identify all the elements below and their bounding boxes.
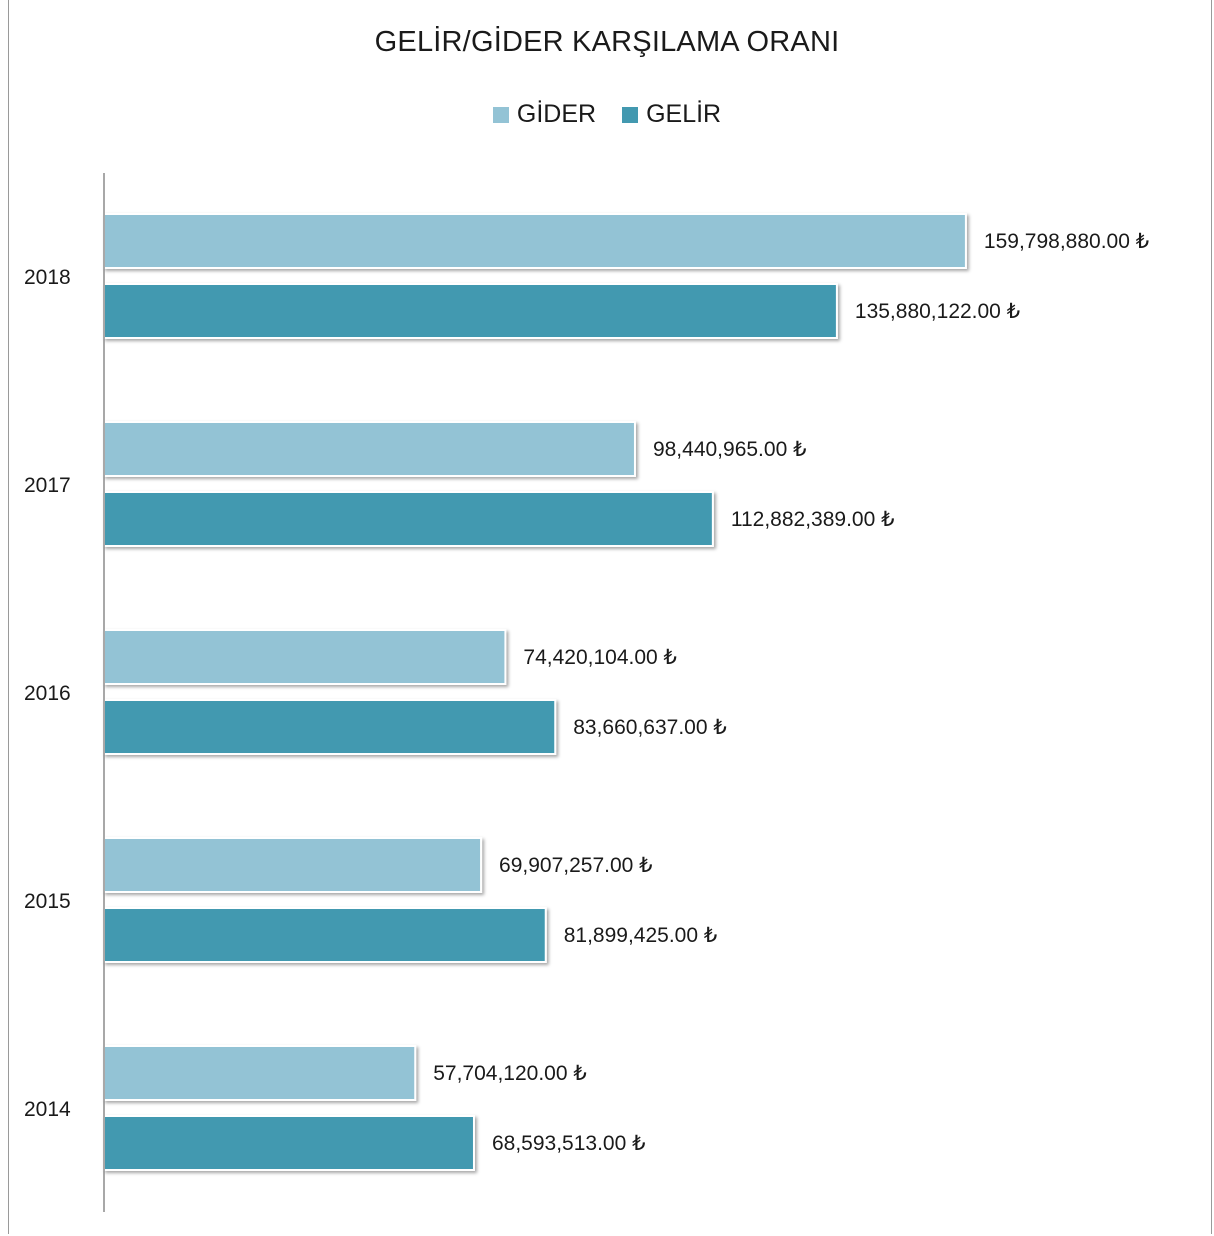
data-label-gelir-2017: 112,882,389.00 ₺ (731, 508, 895, 531)
bar-gider-2015 (103, 837, 483, 893)
bar-gider-2017 (103, 421, 636, 477)
legend-item-gelir: GELİR (622, 100, 721, 129)
bar-gider-2016 (103, 629, 507, 685)
data-label-gelir-2014: 68,593,513.00 ₺ (492, 1132, 646, 1155)
legend-label-gelir: GELİR (646, 100, 722, 128)
bar-gider-2018 (103, 213, 967, 269)
bar-gelir-2017 (103, 491, 714, 547)
category-label-2017: 2017 (24, 474, 71, 497)
data-label-gider-2018: 159,798,880.00 ₺ (984, 230, 1149, 253)
data-label-gider-2014: 57,704,120.00 ₺ (433, 1062, 586, 1085)
chart-frame (8, 0, 1212, 1234)
category-label-2015: 2015 (24, 890, 71, 913)
bar-gelir-2015 (103, 907, 547, 963)
legend-label-gider: GİDER (516, 100, 597, 128)
category-label-2016: 2016 (24, 682, 71, 705)
data-label-gelir-2016: 83,660,637.00 ₺ (573, 716, 727, 739)
bar-gelir-2016 (103, 699, 557, 755)
data-label-gider-2016: 74,420,104.00 ₺ (523, 646, 677, 669)
data-label-gelir-2015: 81,899,425.00 ₺ (564, 924, 718, 947)
category-label-2018: 2018 (24, 266, 71, 289)
bar-gelir-2014 (103, 1115, 475, 1171)
data-label-gider-2015: 69,907,257.00 ₺ (499, 854, 653, 877)
data-label-gelir-2018: 135,880,122.00 ₺ (855, 300, 1020, 323)
data-label-gider-2017: 98,440,965.00 ₺ (653, 438, 807, 461)
chart-title: GELİR/GİDER KARŞILAMA ORANI (374, 26, 840, 58)
bar-gider-2014 (103, 1045, 417, 1101)
legend: GİDER GELİR (0, 100, 1214, 129)
legend-item-gider: GİDER (492, 100, 597, 129)
category-label-2014: 2014 (24, 1098, 71, 1121)
bar-gelir-2018 (103, 283, 838, 339)
legend-swatch-gider (492, 106, 509, 123)
legend-swatch-gelir (622, 106, 639, 123)
